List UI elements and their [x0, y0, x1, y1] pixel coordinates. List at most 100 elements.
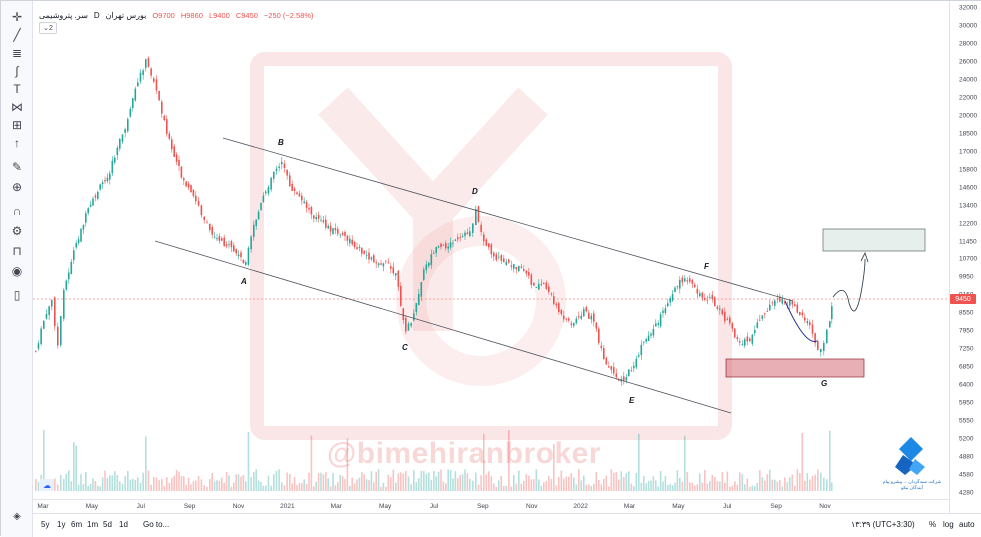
percent-toggle[interactable]: % [929, 520, 937, 529]
volume-bar [57, 484, 59, 491]
volume-bar [320, 472, 322, 491]
crosshair-icon[interactable]: ✛ [11, 10, 23, 24]
volume-bar [425, 473, 428, 491]
volume-bar [99, 486, 101, 491]
volume-bar [301, 483, 303, 491]
candle-body [200, 205, 203, 216]
trend-line-icon[interactable]: ╱ [13, 28, 21, 42]
candle-body [706, 300, 709, 302]
volume-bar [530, 479, 533, 491]
price-tick: 18500 [959, 130, 978, 138]
lock-drawings-icon[interactable]: ⚙ [11, 224, 23, 238]
volume-bar [437, 471, 440, 491]
pattern-icon[interactable]: ⋈ [11, 100, 23, 114]
price-tick: 10700 [959, 255, 978, 263]
candle-body [310, 207, 313, 215]
drawing-toolbar: ✛ ╱ ≣ ∫ T ⋈ ⊞ ↑ ✎ ⊕ ∩ ⚙ ⊓ ◉ ▯ ◈ [1, 1, 33, 537]
volume-bar [520, 483, 523, 491]
candle-body [298, 193, 301, 197]
zoom-icon[interactable]: ⊕ [11, 180, 23, 194]
candle-body [145, 59, 147, 68]
range-1y[interactable]: 1y [57, 520, 66, 529]
candle-body [385, 260, 387, 262]
candle-body [704, 297, 706, 300]
text-icon[interactable]: T [13, 82, 21, 96]
candle-body [739, 341, 741, 343]
candle-body [223, 237, 225, 246]
eye-icon[interactable]: ◉ [11, 264, 23, 278]
chart-canvas[interactable] [33, 1, 949, 499]
log-toggle[interactable]: log [943, 520, 954, 529]
candle-body [686, 280, 689, 282]
candle-body [327, 225, 329, 229]
time-tick: Sep [183, 503, 196, 510]
volume-bar [387, 474, 390, 491]
range-1m[interactable]: 1m [87, 520, 99, 529]
volume-bar [543, 482, 545, 491]
volume-bar [240, 476, 242, 491]
projection-arrowhead [860, 251, 869, 263]
candle-body [134, 88, 137, 101]
volume-bar [178, 471, 180, 491]
hide-drawings-icon[interactable]: ☁ [40, 479, 54, 491]
candle-body [540, 283, 543, 285]
goto-button[interactable]: Go to... [143, 520, 170, 529]
candle-body [662, 310, 664, 313]
price-axis[interactable]: 32000 30000 28000 26000 24000 22000 20000 18500… [949, 1, 981, 513]
candle-body [570, 323, 573, 326]
volume-bar [736, 484, 739, 491]
magnet-icon[interactable]: ∩ [12, 204, 22, 218]
range-6m[interactable]: 6m [71, 520, 83, 529]
candle-body [92, 198, 94, 206]
auto-toggle[interactable]: auto [959, 520, 975, 529]
volume-bar [714, 477, 716, 491]
volume-bar [620, 471, 623, 491]
volume-bar [508, 430, 510, 491]
candle-body [155, 79, 158, 91]
range-5d[interactable]: 5d [103, 520, 112, 529]
candle-body [573, 322, 575, 326]
trash-icon[interactable]: ▯ [13, 288, 21, 302]
interval-label[interactable]: D [93, 10, 100, 20]
volume-bar [192, 481, 195, 491]
candle-body [233, 245, 235, 252]
timezone-label[interactable]: ۱۳:۳۹ (UTC+3:30) [851, 520, 915, 529]
unlock-icon[interactable]: ⊓ [12, 244, 22, 258]
indicator-toggle-button[interactable]: ⌄ 2 [39, 22, 57, 34]
candle-body [500, 255, 503, 261]
range-1d[interactable]: 1d [119, 520, 128, 529]
range-5y[interactable]: 5y [41, 520, 50, 529]
candle-body [308, 207, 310, 210]
measure-icon[interactable]: ⊞ [11, 118, 23, 132]
watermark-text: @bimehiranbroker [327, 437, 601, 470]
volume-bar [817, 469, 819, 491]
volume-bar [380, 486, 382, 491]
fib-icon[interactable]: ≣ [11, 46, 23, 60]
volume-bar [329, 486, 332, 491]
volume-bar [696, 484, 699, 491]
volume-bar [548, 475, 550, 491]
volume-bar [218, 480, 221, 491]
volume-bar [221, 477, 223, 491]
candle-body [817, 340, 819, 351]
candle-body [645, 339, 647, 342]
brush-icon[interactable]: ∫ [15, 64, 19, 78]
candle-body [114, 157, 116, 163]
candle-body [676, 286, 679, 287]
candle-body [769, 304, 771, 311]
candle-body [749, 338, 751, 342]
volume-bar [466, 473, 469, 491]
time-axis[interactable]: Mar May Jul Sep Nov 2021 Mar May Jul Sep Nov 2022 Ma… [33, 499, 949, 513]
candle-body [203, 216, 205, 221]
candle-body [180, 166, 183, 178]
candle-body [218, 236, 221, 241]
arrow-icon[interactable]: ↑ [14, 136, 20, 150]
volume-bar [358, 477, 361, 491]
candle-body [495, 254, 498, 260]
candle-body [510, 265, 513, 267]
ruler-icon[interactable]: ✎ [11, 160, 23, 174]
symbol-name[interactable]: سر. پتروشیمی [39, 10, 88, 20]
layers-icon[interactable]: ◈ [13, 510, 21, 522]
candle-body [445, 243, 447, 249]
candle-body [598, 328, 600, 343]
